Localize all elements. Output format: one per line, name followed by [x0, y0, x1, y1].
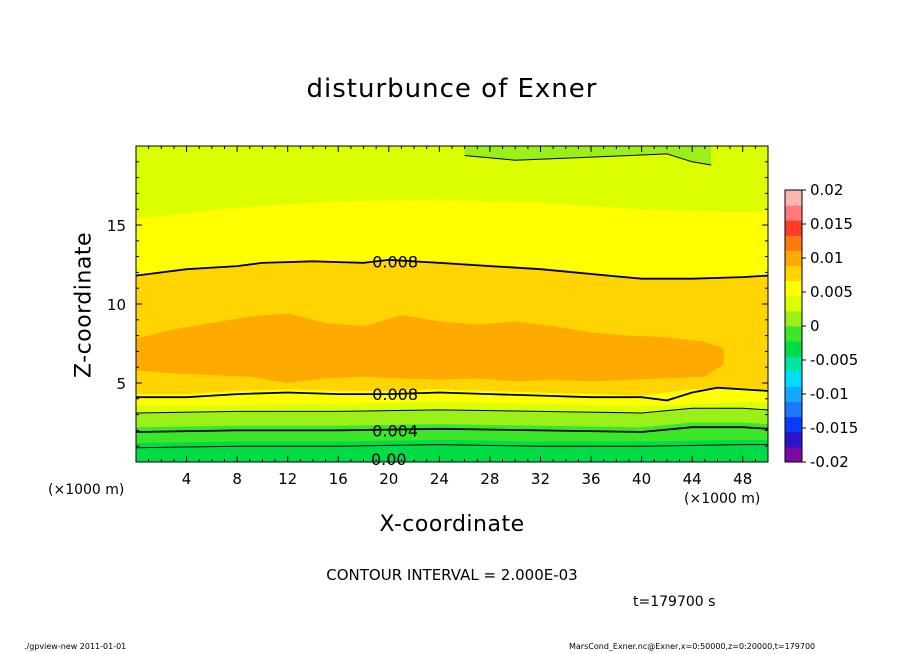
colorbar-swatch [785, 205, 802, 221]
y-tick-label: 15 [107, 217, 126, 235]
x-tick-label: 4 [182, 470, 192, 488]
contour-line-4 [136, 444, 768, 449]
contour-line-0 [136, 258, 768, 280]
colorbar-swatch [785, 446, 802, 463]
colorbar-swatch [785, 341, 802, 357]
colorbar-swatch [785, 220, 802, 236]
colorbar-swatch [785, 371, 802, 387]
colorbar-swatch [785, 356, 802, 372]
colorbar-tick-label: 0.015 [810, 215, 853, 233]
x-tick-label: 40 [632, 470, 651, 488]
contour-label-2: 0.004 [372, 421, 418, 440]
x-axis-unit: (×1000 m) [684, 491, 761, 507]
x-tick-label: 32 [531, 470, 550, 488]
colorbar: 0.02 0.015 0.01 0.005 0 -0.005 -0.01 -0.015 -0.0… [784, 181, 858, 471]
colorbar-swatch [785, 235, 802, 251]
contour-line-1 [136, 386, 768, 402]
filled-band-6 [136, 439, 768, 462]
contour-label-0: 0.008 [372, 252, 418, 271]
colorbar-tick-label: -0.005 [810, 351, 858, 369]
time-stamp: t=179700 s [633, 594, 716, 610]
colorbar-swatch [785, 280, 802, 297]
filled-contours [136, 146, 768, 462]
colorbar-tick-label: 0.02 [810, 181, 843, 199]
colorbar-swatch [785, 190, 802, 206]
y-axis-unit: (×1000 m) [48, 482, 125, 498]
y-axis-ticks: 5 10 15 [107, 161, 768, 447]
x-axis-label: X-coordinate [379, 512, 525, 537]
colorbar-swatch [785, 401, 802, 418]
colorbar-tick-label: 0.005 [810, 283, 853, 301]
x-tick-label: 8 [232, 470, 242, 488]
contour-interval-text: CONTOUR INTERVAL = 2.000E-03 [326, 566, 578, 584]
x-tick-label: 24 [430, 470, 449, 488]
y-tick-label: 10 [107, 296, 126, 314]
colorbar-tick-label: 0.01 [810, 249, 843, 267]
contour-line-3 [136, 426, 768, 433]
colorbar-swatch [785, 310, 802, 327]
x-tick-label: 16 [329, 470, 348, 488]
x-axis-ticks: 4 8 12 16 20 24 28 32 36 40 44 48 [148, 146, 756, 488]
filled-band-7 [464, 146, 712, 165]
x-tick-label: 20 [379, 470, 398, 488]
colorbar-tick-label: 0 [810, 317, 820, 335]
x-tick-label: 48 [733, 470, 752, 488]
colorbar-swatch [785, 431, 802, 448]
contour-label-1: 0.008 [372, 385, 418, 404]
colorbar-swatch [785, 416, 802, 433]
footer-left: ./gpview-new 2011-01-01 [24, 642, 127, 651]
x-tick-label: 36 [581, 470, 600, 488]
colorbar-tick-label: -0.015 [810, 419, 858, 437]
chart-title: disturbunce of Exner [306, 74, 598, 104]
x-tick-label: 12 [278, 470, 297, 488]
colorbar-swatch [785, 250, 802, 267]
contour-line-2 [136, 407, 768, 414]
filled-band-3 [136, 313, 724, 383]
colorbar-swatch [785, 265, 802, 282]
colorbar-swatch [785, 295, 802, 312]
x-tick-label: 44 [683, 470, 702, 488]
contour-line-5 [464, 153, 712, 166]
colorbar-tick-label: -0.02 [810, 453, 849, 471]
y-tick-label: 5 [116, 375, 126, 393]
colorbar-swatch [785, 326, 802, 342]
colorbar-swatch [785, 386, 802, 403]
footer-right: MarsCond_Exner.nc@Exner,x=0:50000,z=0:20… [569, 642, 816, 651]
contour-lines [136, 153, 768, 449]
colorbar-tick-label: -0.01 [810, 385, 849, 403]
x-tick-label: 28 [480, 470, 499, 488]
